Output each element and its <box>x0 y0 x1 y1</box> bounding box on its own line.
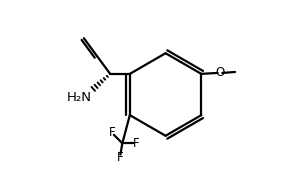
Text: O: O <box>215 66 225 79</box>
Text: F: F <box>117 151 124 164</box>
Text: F: F <box>133 137 140 150</box>
Text: F: F <box>109 126 115 139</box>
Text: H₂N: H₂N <box>66 91 92 104</box>
